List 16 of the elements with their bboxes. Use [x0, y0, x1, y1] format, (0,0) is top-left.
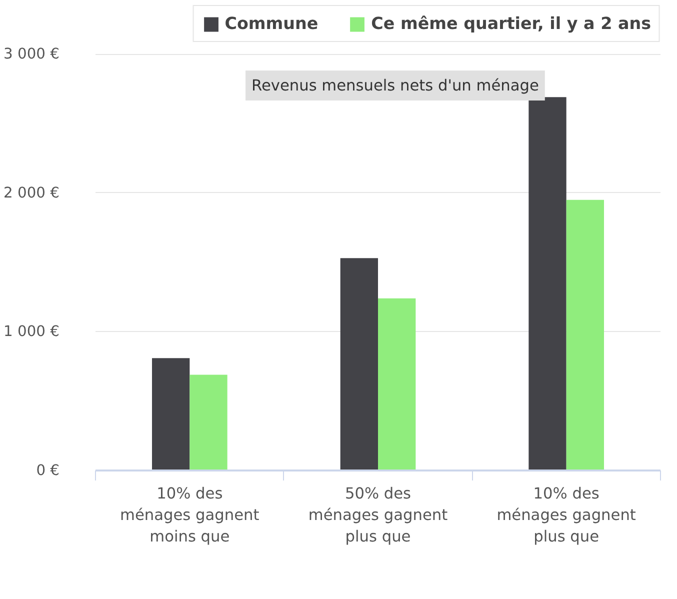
annotation: Revenus mensuels nets d'un ménage — [252, 76, 539, 94]
bar — [152, 358, 190, 470]
x-tick-label: 50% des ménages gagnent plus que — [308, 484, 448, 546]
bar — [566, 200, 604, 470]
legend-label: Commune — [224, 14, 318, 33]
bar — [378, 298, 416, 470]
bar — [190, 374, 228, 470]
legend-label: Ce même quartier, il y a 2 ans — [371, 14, 651, 33]
y-tick-label: 2 000 € — [4, 184, 60, 202]
bar — [340, 258, 378, 470]
x-tick-label: 10% des ménages gagnent plus que — [496, 484, 636, 546]
bar — [528, 97, 566, 470]
y-tick-label: 0 € — [36, 462, 60, 479]
x-tick-label: 10% des ménages gagnent moins que — [120, 484, 260, 546]
y-tick-label: 3 000 € — [4, 46, 60, 63]
y-tick-label: 1 000 € — [4, 323, 60, 340]
